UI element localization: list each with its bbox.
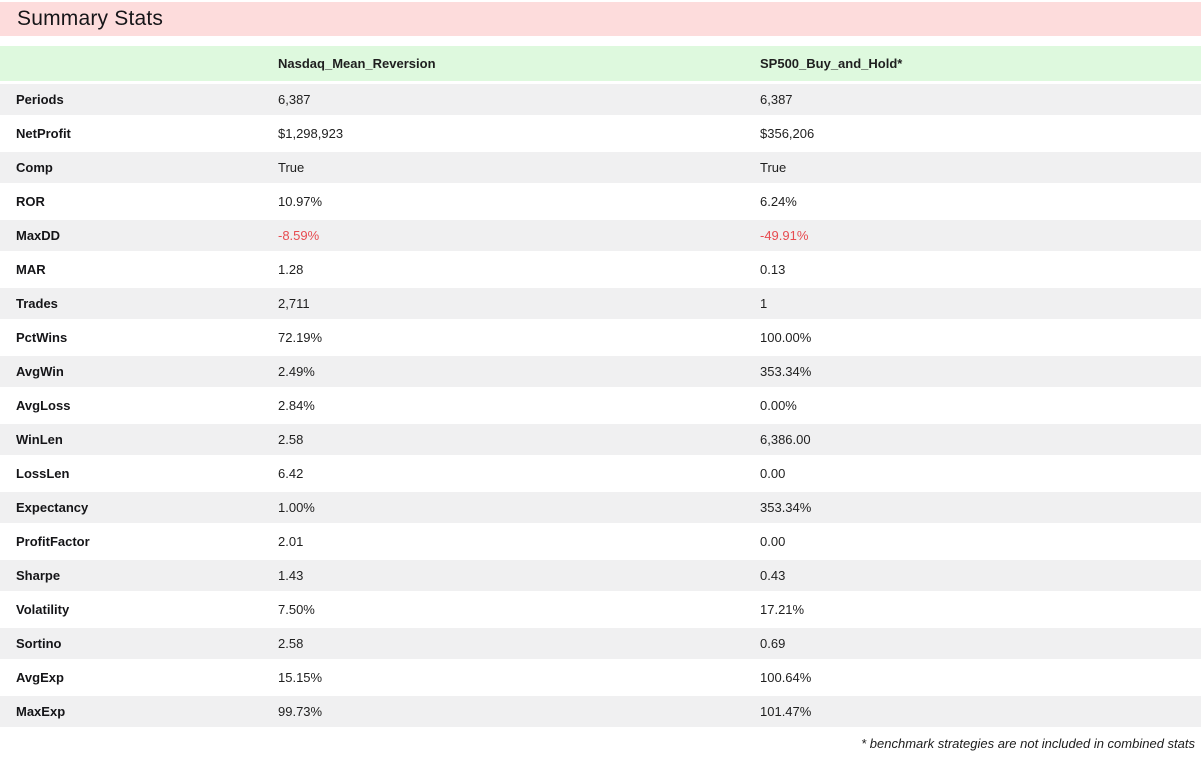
metric-label: PctWins — [16, 330, 68, 345]
strategy-2-value: -49.91% — [760, 228, 809, 243]
strategy-1-value: 7.50% — [278, 602, 315, 617]
table-row: MaxExp 99.73% 101.47% — [0, 696, 1201, 727]
table-row: MaxDD -8.59% -49.91% — [0, 220, 1201, 251]
metric-label: Sortino — [16, 636, 62, 651]
strategy-1-value: 2.58 — [278, 636, 304, 651]
strategy-2-value: 353.34% — [760, 364, 812, 379]
metric-label: AvgLoss — [16, 398, 71, 413]
table-row: Sortino 2.58 0.69 — [0, 628, 1201, 659]
strategy-1-value: 2.49% — [278, 364, 315, 379]
table-row: AvgExp 15.15% 100.64% — [0, 662, 1201, 693]
header-strategy-1: Nasdaq_Mean_Reversion — [278, 56, 436, 71]
metric-label: Comp — [16, 160, 53, 175]
strategy-2-value: 0.00 — [760, 534, 786, 549]
strategy-1-value: 99.73% — [278, 704, 323, 719]
strategy-1-value: -8.59% — [278, 228, 320, 243]
table-body: Periods 6,387 6,387 NetProfit $1,298,923… — [0, 84, 1201, 727]
strategy-2-value: 101.47% — [760, 704, 812, 719]
page-title: Summary Stats — [17, 7, 164, 30]
table-row: AvgLoss 2.84% 0.00% — [0, 390, 1201, 421]
metric-label: MaxExp — [16, 704, 66, 719]
strategy-1-value: 72.19% — [278, 330, 323, 345]
strategy-2-value: 0.69 — [760, 636, 786, 651]
strategy-2-value: 1 — [760, 296, 768, 311]
metric-label: NetProfit — [16, 126, 71, 141]
table-row: ProfitFactor 2.01 0.00 — [0, 526, 1201, 557]
strategy-2-value: 6.24% — [760, 194, 797, 209]
metric-label: Periods — [16, 92, 64, 107]
strategy-1-value: 2.84% — [278, 398, 315, 413]
metric-label: WinLen — [16, 432, 63, 447]
header-strategy-2: SP500_Buy_and_Hold* — [760, 56, 903, 71]
table-header-row: Nasdaq_Mean_Reversion SP500_Buy_and_Hold… — [0, 46, 1201, 81]
table-row: NetProfit $1,298,923 $356,206 — [0, 118, 1201, 149]
table-row: AvgWin 2.49% 353.34% — [0, 356, 1201, 387]
strategy-1-value: 6.42 — [278, 466, 304, 481]
strategy-2-value: True — [760, 160, 787, 175]
table-row: PctWins 72.19% 100.00% — [0, 322, 1201, 353]
strategy-2-value: 6,386.00 — [760, 432, 811, 447]
strategy-1-value: 2.58 — [278, 432, 304, 447]
table-row: Expectancy 1.00% 353.34% — [0, 492, 1201, 523]
table-row: Trades 2,711 1 — [0, 288, 1201, 319]
strategy-2-value: 353.34% — [760, 500, 812, 515]
metric-label: Volatility — [16, 602, 70, 617]
strategy-2-value: 100.00% — [760, 330, 812, 345]
table-row: WinLen 2.58 6,386.00 — [0, 424, 1201, 455]
strategy-1-value: True — [278, 160, 305, 175]
table-row: Sharpe 1.43 0.43 — [0, 560, 1201, 591]
strategy-2-value: 0.00 — [760, 466, 786, 481]
strategy-1-value: 1.43 — [278, 568, 304, 583]
summary-stats-table: Nasdaq_Mean_Reversion SP500_Buy_and_Hold… — [0, 46, 1201, 727]
metric-label: Trades — [16, 296, 58, 311]
strategy-2-value: $356,206 — [760, 126, 815, 141]
strategy-1-value: 2.01 — [278, 534, 304, 549]
strategy-2-value: 0.13 — [760, 262, 786, 277]
table-row: LossLen 6.42 0.00 — [0, 458, 1201, 489]
metric-label: LossLen — [16, 466, 70, 481]
strategy-2-value: 0.43 — [760, 568, 786, 583]
metric-label: AvgExp — [16, 670, 64, 685]
table-row: MAR 1.28 0.13 — [0, 254, 1201, 285]
metric-label: Sharpe — [16, 568, 61, 583]
strategy-2-value: 17.21% — [760, 602, 805, 617]
strategy-2-value: 100.64% — [760, 670, 812, 685]
metric-label: MaxDD — [16, 228, 61, 243]
strategy-1-value: 15.15% — [278, 670, 323, 685]
benchmark-footnote: * benchmark strategies are not included … — [861, 736, 1195, 751]
table-row: Volatility 7.50% 17.21% — [0, 594, 1201, 625]
metric-label: MAR — [16, 262, 46, 277]
metric-label: ProfitFactor — [16, 534, 90, 549]
metric-label: AvgWin — [16, 364, 64, 379]
strategy-1-value: 10.97% — [278, 194, 323, 209]
table-row: ROR 10.97% 6.24% — [0, 186, 1201, 217]
metric-label: Expectancy — [16, 500, 89, 515]
strategy-2-value: 6,387 — [760, 92, 793, 107]
metric-label: ROR — [16, 194, 45, 209]
strategy-2-value: 0.00% — [760, 398, 797, 413]
table-row: Periods 6,387 6,387 — [0, 84, 1201, 115]
page-title-bar: Summary Stats — [0, 2, 1201, 36]
strategy-1-value: 6,387 — [278, 92, 311, 107]
strategy-1-value: $1,298,923 — [278, 126, 344, 141]
strategy-1-value: 1.00% — [278, 500, 315, 515]
strategy-1-value: 2,711 — [278, 296, 310, 311]
table-row: Comp True True — [0, 152, 1201, 183]
strategy-1-value: 1.28 — [278, 262, 304, 277]
